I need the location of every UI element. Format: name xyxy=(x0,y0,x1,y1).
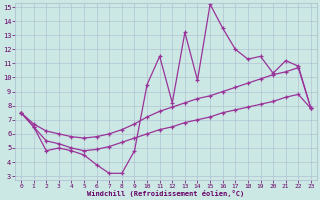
X-axis label: Windchill (Refroidissement éolien,°C): Windchill (Refroidissement éolien,°C) xyxy=(87,190,244,197)
